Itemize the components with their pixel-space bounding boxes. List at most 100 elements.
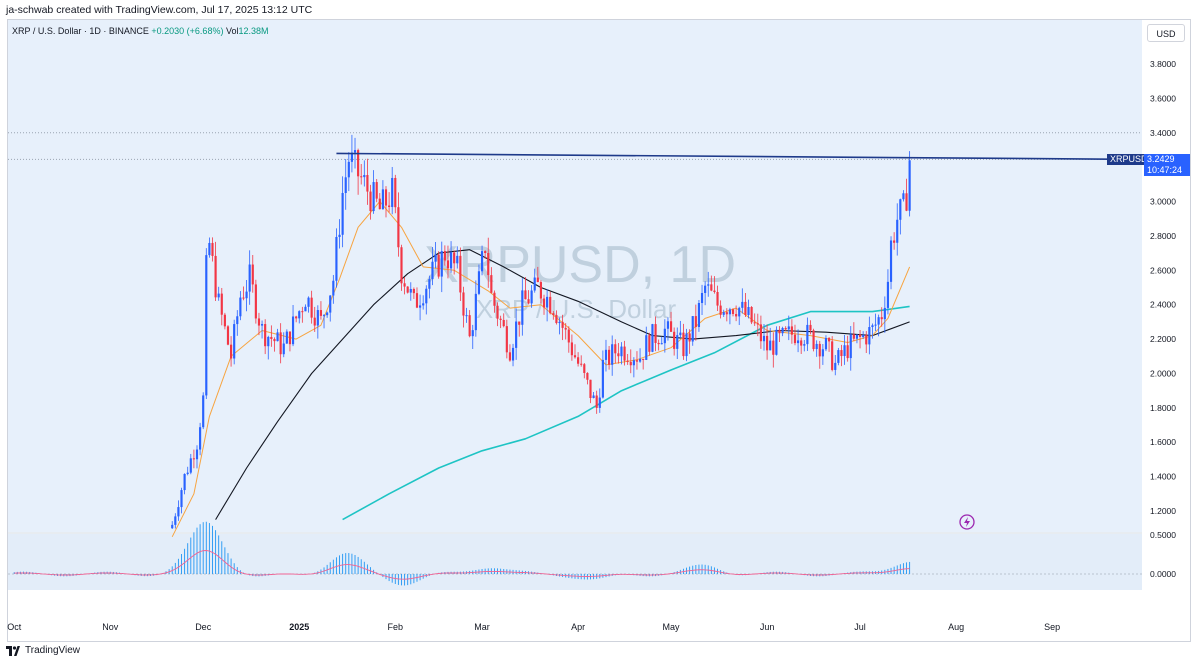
candle-body: [626, 360, 629, 362]
candle-body: [552, 313, 555, 315]
oscillator-tick-label: 0.5000: [1150, 530, 1176, 540]
candle-body: [604, 349, 608, 360]
candle-body: [573, 355, 577, 358]
candle-body: [595, 395, 598, 408]
time-tick-label: Apr: [571, 622, 585, 632]
candle-body: [530, 290, 533, 304]
candle-body: [747, 307, 750, 315]
candle-body: [456, 255, 459, 264]
candle-body: [558, 321, 561, 324]
candle-body: [487, 253, 490, 276]
candle-body: [375, 182, 378, 199]
candle-body: [679, 332, 682, 336]
candle-body: [812, 330, 815, 350]
candle-body: [369, 191, 372, 212]
candle-body: [728, 309, 732, 315]
candle-body: [800, 340, 803, 346]
bar-countdown-tag: 10:47:24: [1144, 165, 1190, 176]
candle-body: [319, 310, 323, 316]
symbol-legend: XRP / U.S. Dollar · 1D · BINANCE +0.2030…: [12, 26, 269, 36]
candle-body: [431, 261, 434, 280]
candle-body: [567, 329, 570, 343]
currency-button[interactable]: USD: [1147, 24, 1185, 42]
candle-body: [645, 335, 648, 360]
price-tick-label: 1.2000: [1150, 506, 1176, 516]
time-tick-label: Feb: [388, 622, 404, 632]
alert-flash-icon[interactable]: [959, 514, 975, 530]
candle-body: [735, 314, 738, 317]
candle-body: [316, 310, 319, 326]
candle-body: [589, 379, 592, 399]
resistance-trendline[interactable]: [336, 152, 1143, 161]
candle-body: [908, 160, 911, 211]
candle-body: [669, 321, 673, 332]
candle-body: [202, 395, 205, 428]
watermark-symbol: XRPUSD, 1D: [424, 236, 736, 294]
candle-body: [837, 350, 840, 363]
candle-body: [682, 332, 685, 357]
candle-body: [766, 335, 769, 351]
candle-body: [443, 251, 446, 261]
candle-body: [226, 326, 230, 345]
candle-body: [660, 343, 663, 345]
candle-body: [254, 284, 257, 319]
candle-body: [905, 193, 908, 211]
time-tick-label: Dec: [195, 622, 212, 632]
volume-label: Vol: [225, 26, 239, 36]
tradingview-footer[interactable]: TradingView: [6, 642, 80, 660]
candle-body: [753, 322, 756, 324]
candle-body: [831, 341, 834, 370]
price-tick-label: 2.6000: [1150, 265, 1176, 275]
candle-body: [700, 292, 704, 304]
candle-body: [772, 340, 775, 355]
candle-body: [453, 252, 456, 264]
candle-body: [769, 340, 772, 351]
time-tick-label: Aug: [948, 622, 964, 632]
candle-body: [183, 473, 186, 491]
candle-body: [335, 236, 338, 281]
candle-body: [533, 277, 536, 291]
candle-body: [611, 344, 614, 365]
candle-body: [827, 337, 831, 342]
candle-body: [223, 314, 226, 327]
candle-body: [180, 490, 183, 508]
candle-body: [304, 306, 307, 312]
tradingview-logo-icon: [6, 646, 20, 656]
candle-body: [889, 240, 893, 282]
candle-body: [855, 334, 859, 339]
candle-body: [174, 516, 177, 525]
candle-body: [434, 254, 437, 262]
candle-body: [846, 345, 849, 359]
candle-body: [217, 293, 220, 298]
macd-signal-line: [14, 550, 910, 580]
price-tick-label: 1.8000: [1150, 403, 1176, 413]
candle-body: [697, 303, 701, 328]
candle-body: [471, 330, 474, 337]
candle-body: [601, 359, 604, 398]
candle-body: [480, 251, 484, 272]
candle-body: [642, 358, 645, 360]
candle-body: [403, 283, 406, 287]
candle-body: [270, 336, 273, 340]
candle-body: [279, 332, 282, 355]
candle-body: [896, 219, 899, 243]
candle-body: [400, 247, 403, 284]
candle-body: [366, 174, 369, 192]
price-tick-label: 2.8000: [1150, 231, 1176, 241]
candle-body: [871, 325, 874, 328]
price-tick-label: 3.8000: [1150, 59, 1176, 69]
candle-body: [353, 150, 357, 153]
candle-body: [564, 327, 567, 330]
price-tick-label: 2.4000: [1150, 300, 1176, 310]
candle-body: [586, 372, 589, 380]
candle-body: [251, 264, 254, 285]
candle-body: [806, 324, 809, 345]
candle-body: [849, 334, 852, 359]
candle-body: [614, 344, 617, 354]
candle-body: [865, 335, 868, 345]
candle-body: [518, 321, 521, 325]
candle-body: [834, 362, 837, 370]
candle-body: [496, 305, 499, 319]
volume-value: 12.38M: [238, 26, 269, 36]
